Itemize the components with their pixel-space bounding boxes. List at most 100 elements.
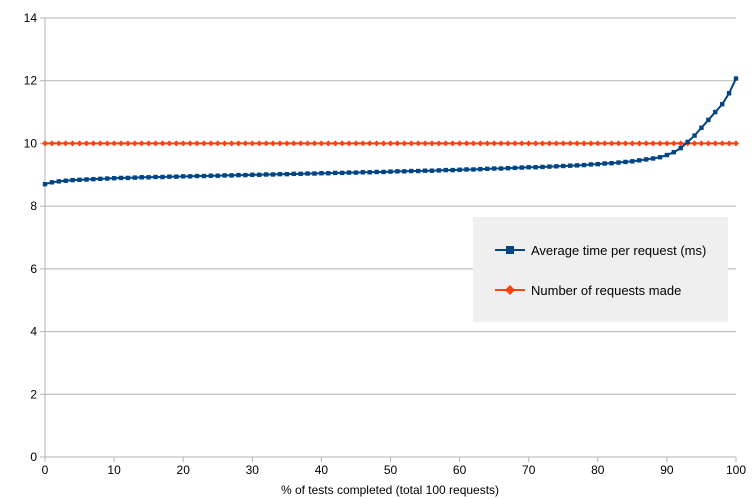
data-point bbox=[104, 140, 111, 147]
data-point bbox=[256, 140, 263, 147]
data-point bbox=[656, 140, 663, 147]
y-tick-label: 10 bbox=[24, 136, 38, 150]
data-point bbox=[436, 168, 442, 173]
data-point bbox=[498, 140, 505, 147]
data-point bbox=[553, 140, 560, 147]
data-point bbox=[359, 140, 366, 147]
data-point bbox=[471, 167, 476, 172]
data-point bbox=[409, 168, 414, 174]
data-point bbox=[615, 140, 622, 147]
data-point bbox=[214, 140, 221, 147]
data-point bbox=[146, 175, 151, 180]
data-point bbox=[111, 140, 118, 147]
data-point bbox=[166, 140, 173, 147]
data-point bbox=[236, 172, 241, 178]
data-point bbox=[388, 169, 393, 174]
data-point bbox=[547, 164, 552, 169]
data-point bbox=[229, 173, 234, 178]
data-point bbox=[539, 140, 546, 147]
x-tick-label: 40 bbox=[315, 463, 329, 477]
data-point bbox=[449, 140, 456, 147]
x-axis-title: % of tests completed (total 100 requests… bbox=[281, 483, 499, 497]
data-point bbox=[525, 140, 532, 147]
data-point bbox=[249, 140, 256, 147]
data-point bbox=[380, 140, 387, 147]
data-point bbox=[153, 174, 158, 180]
data-point bbox=[353, 170, 359, 175]
data-point bbox=[670, 140, 677, 147]
data-point bbox=[319, 171, 324, 176]
data-point bbox=[187, 140, 194, 147]
data-point bbox=[387, 140, 394, 147]
data-point bbox=[339, 170, 345, 176]
data-point bbox=[305, 171, 310, 176]
data-point bbox=[346, 170, 352, 175]
data-point bbox=[719, 102, 725, 107]
data-point bbox=[138, 140, 145, 147]
data-point bbox=[42, 140, 48, 147]
data-point bbox=[270, 172, 276, 177]
legend-item-0: Average time per request (ms) bbox=[495, 243, 706, 258]
y-tick-label: 2 bbox=[30, 387, 37, 401]
data-point bbox=[719, 140, 726, 147]
data-point bbox=[84, 177, 89, 182]
data-point bbox=[422, 140, 429, 147]
legend-label: Number of requests made bbox=[531, 283, 681, 298]
data-point bbox=[124, 140, 131, 147]
data-point bbox=[346, 140, 353, 147]
x-tick-label: 50 bbox=[384, 463, 398, 477]
x-axis-ticks: 0 10 20 30 40 50 60 70 80 90 100 bbox=[42, 463, 747, 477]
data-point bbox=[263, 172, 269, 177]
data-point bbox=[637, 158, 642, 163]
data-point bbox=[470, 140, 477, 147]
data-point bbox=[215, 173, 220, 178]
data-point bbox=[48, 140, 55, 147]
data-point bbox=[733, 140, 739, 147]
legend-label: Average time per request (ms) bbox=[531, 243, 706, 258]
series-1 bbox=[42, 140, 739, 147]
data-point bbox=[698, 140, 705, 147]
data-point bbox=[484, 140, 491, 147]
data-point bbox=[69, 140, 76, 147]
data-point bbox=[339, 140, 346, 147]
data-point bbox=[712, 140, 719, 147]
data-point bbox=[408, 140, 415, 147]
data-point bbox=[505, 166, 511, 171]
data-point bbox=[630, 159, 635, 164]
data-point bbox=[243, 172, 248, 178]
data-point bbox=[429, 168, 435, 173]
data-point bbox=[56, 179, 62, 184]
data-point bbox=[145, 140, 152, 147]
data-point bbox=[580, 140, 587, 147]
data-point bbox=[512, 165, 518, 171]
data-point bbox=[160, 174, 165, 180]
data-point bbox=[561, 163, 566, 169]
data-point bbox=[587, 140, 594, 147]
data-point bbox=[366, 140, 373, 147]
x-tick-label: 20 bbox=[177, 463, 191, 477]
data-point bbox=[450, 167, 455, 173]
x-tick-label: 0 bbox=[42, 463, 49, 477]
data-point bbox=[511, 140, 518, 147]
legend-diamond-marker bbox=[505, 285, 515, 295]
data-point bbox=[90, 140, 97, 147]
data-point bbox=[608, 140, 615, 147]
data-point bbox=[623, 159, 628, 165]
data-point bbox=[526, 165, 531, 170]
data-point bbox=[257, 172, 262, 177]
data-point bbox=[83, 140, 90, 147]
series-layer bbox=[42, 76, 739, 187]
data-point bbox=[201, 173, 207, 179]
legend-item-1: Number of requests made bbox=[495, 283, 681, 298]
data-point bbox=[352, 140, 359, 147]
data-point bbox=[395, 169, 400, 174]
data-point bbox=[622, 140, 629, 147]
data-point bbox=[91, 176, 96, 182]
data-point bbox=[98, 176, 103, 182]
legend-background bbox=[473, 217, 728, 322]
data-point bbox=[242, 140, 249, 147]
data-point bbox=[333, 170, 338, 176]
y-tick-label: 6 bbox=[30, 262, 37, 276]
data-point bbox=[491, 140, 498, 147]
